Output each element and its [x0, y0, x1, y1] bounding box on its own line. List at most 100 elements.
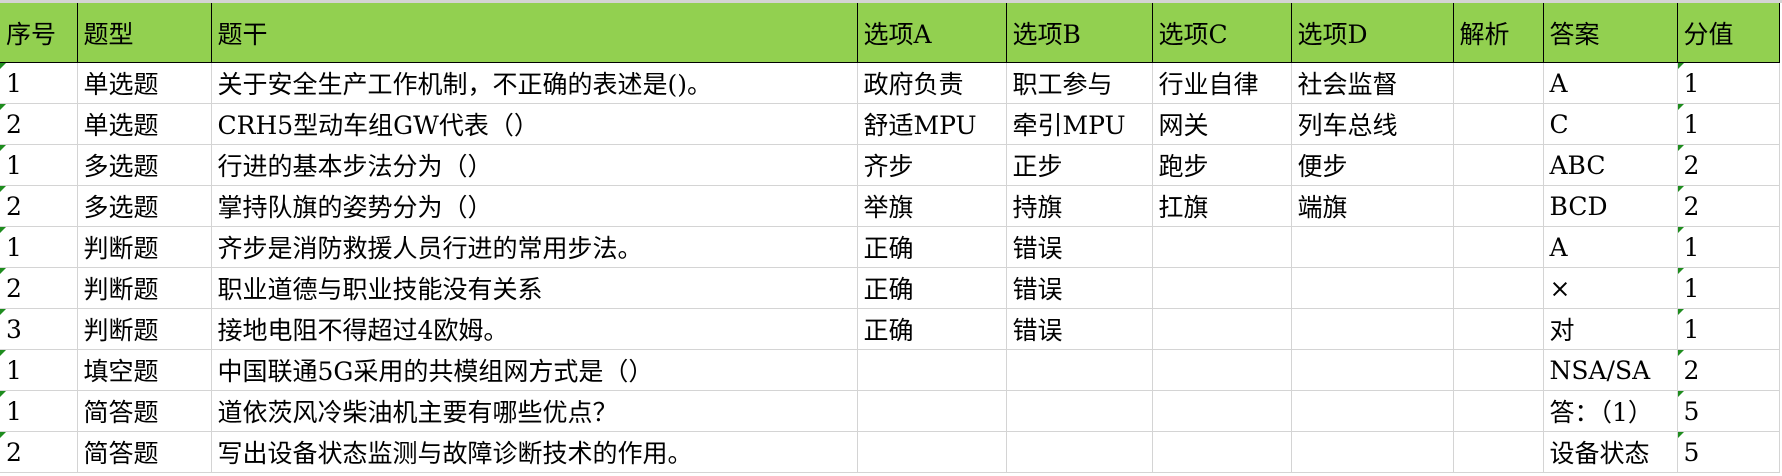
cell-option-a[interactable] [856, 431, 1007, 473]
cell-answer[interactable]: C [1542, 103, 1678, 145]
header-cell-option-b[interactable]: 选项B [1005, 3, 1153, 63]
cell-analysis[interactable] [1452, 62, 1544, 104]
cell-score[interactable]: 1 [1676, 62, 1780, 104]
cell-type[interactable]: 单选题 [76, 103, 212, 145]
cell-option-a[interactable]: 正确 [856, 267, 1007, 309]
header-cell-option-a[interactable]: 选项A [856, 3, 1007, 63]
cell-analysis[interactable] [1452, 267, 1544, 309]
cell-option-b[interactable]: 正步 [1005, 144, 1153, 186]
cell-seq[interactable]: 1 [0, 144, 78, 186]
cell-option-a[interactable]: 正确 [856, 226, 1007, 268]
header-cell-option-d[interactable]: 选项D [1290, 3, 1454, 63]
cell-analysis[interactable] [1452, 226, 1544, 268]
cell-type[interactable]: 判断题 [76, 308, 212, 350]
cell-stem[interactable]: 写出设备状态监测与故障诊断技术的作用。 [210, 431, 858, 473]
cell-seq[interactable]: 1 [0, 226, 78, 268]
cell-answer[interactable]: ABC [1542, 144, 1678, 186]
cell-analysis[interactable] [1452, 349, 1544, 391]
cell-seq[interactable]: 2 [0, 185, 78, 227]
cell-option-d[interactable]: 便步 [1290, 144, 1454, 186]
cell-option-a[interactable]: 齐步 [856, 144, 1007, 186]
cell-score[interactable]: 1 [1676, 103, 1780, 145]
cell-option-c[interactable] [1151, 267, 1292, 309]
cell-stem[interactable]: 掌持队旗的姿势分为（） [210, 185, 858, 227]
cell-option-b[interactable]: 职工参与 [1005, 62, 1153, 104]
cell-option-d[interactable] [1290, 431, 1454, 473]
cell-option-b[interactable]: 牵引MPU [1005, 103, 1153, 145]
cell-option-a[interactable]: 举旗 [856, 185, 1007, 227]
cell-stem[interactable]: 关于安全生产工作机制，不正确的表述是()。 [210, 62, 858, 104]
cell-option-b[interactable] [1005, 390, 1153, 432]
cell-analysis[interactable] [1452, 144, 1544, 186]
cell-stem[interactable]: 接地电阻不得超过4欧姆。 [210, 308, 858, 350]
cell-option-a[interactable] [856, 349, 1007, 391]
cell-option-a[interactable]: 政府负责 [856, 62, 1007, 104]
cell-stem[interactable]: 齐步是消防救援人员行进的常用步法。 [210, 226, 858, 268]
cell-option-c[interactable] [1151, 226, 1292, 268]
cell-stem[interactable]: CRH5型动车组GW代表（） [210, 103, 858, 145]
cell-option-c[interactable] [1151, 390, 1292, 432]
cell-score[interactable]: 1 [1676, 226, 1780, 268]
cell-option-d[interactable]: 社会监督 [1290, 62, 1454, 104]
cell-analysis[interactable] [1452, 103, 1544, 145]
cell-seq[interactable]: 1 [0, 62, 78, 104]
cell-answer[interactable]: NSA/SA [1542, 349, 1678, 391]
header-cell-analysis[interactable]: 解析 [1452, 3, 1544, 63]
cell-stem[interactable]: 中国联通5G采用的共模组网方式是（） [210, 349, 858, 391]
cell-option-d[interactable] [1290, 226, 1454, 268]
cell-option-d[interactable] [1290, 349, 1454, 391]
header-cell-type[interactable]: 题型 [76, 3, 212, 63]
header-cell-answer[interactable]: 答案 [1542, 3, 1678, 63]
cell-option-c[interactable]: 扛旗 [1151, 185, 1292, 227]
cell-option-d[interactable] [1290, 267, 1454, 309]
cell-analysis[interactable] [1452, 431, 1544, 473]
cell-option-a[interactable]: 正确 [856, 308, 1007, 350]
cell-option-d[interactable] [1290, 390, 1454, 432]
cell-score[interactable]: 2 [1676, 349, 1780, 391]
cell-option-a[interactable]: 舒适MPU [856, 103, 1007, 145]
cell-option-c[interactable] [1151, 431, 1292, 473]
cell-answer[interactable]: 答：（1） [1542, 390, 1678, 432]
cell-option-c[interactable] [1151, 308, 1292, 350]
cell-option-b[interactable]: 错误 [1005, 267, 1153, 309]
cell-type[interactable]: 多选题 [76, 185, 212, 227]
cell-analysis[interactable] [1452, 185, 1544, 227]
cell-type[interactable]: 简答题 [76, 390, 212, 432]
header-cell-score[interactable]: 分值 [1676, 3, 1780, 63]
cell-analysis[interactable] [1452, 308, 1544, 350]
cell-option-b[interactable] [1005, 431, 1153, 473]
cell-option-d[interactable]: 列车总线 [1290, 103, 1454, 145]
cell-seq[interactable]: 2 [0, 267, 78, 309]
cell-score[interactable]: 5 [1676, 390, 1780, 432]
cell-option-d[interactable]: 端旗 [1290, 185, 1454, 227]
cell-type[interactable]: 判断题 [76, 226, 212, 268]
cell-answer[interactable]: 对 [1542, 308, 1678, 350]
cell-option-a[interactable] [856, 390, 1007, 432]
cell-answer[interactable]: × [1542, 267, 1678, 309]
cell-option-c[interactable]: 网关 [1151, 103, 1292, 145]
cell-option-c[interactable]: 跑步 [1151, 144, 1292, 186]
cell-option-b[interactable]: 错误 [1005, 226, 1153, 268]
cell-score[interactable]: 2 [1676, 144, 1780, 186]
cell-option-c[interactable] [1151, 349, 1292, 391]
header-cell-stem[interactable]: 题干 [210, 3, 858, 63]
cell-analysis[interactable] [1452, 390, 1544, 432]
cell-seq[interactable]: 3 [0, 308, 78, 350]
cell-answer[interactable]: A [1542, 226, 1678, 268]
cell-option-d[interactable] [1290, 308, 1454, 350]
cell-type[interactable]: 简答题 [76, 431, 212, 473]
cell-score[interactable]: 5 [1676, 431, 1780, 473]
cell-type[interactable]: 填空题 [76, 349, 212, 391]
cell-score[interactable]: 1 [1676, 267, 1780, 309]
cell-answer[interactable]: A [1542, 62, 1678, 104]
cell-seq[interactable]: 2 [0, 103, 78, 145]
cell-score[interactable]: 1 [1676, 308, 1780, 350]
cell-seq[interactable]: 1 [0, 390, 78, 432]
cell-stem[interactable]: 行进的基本步法分为（） [210, 144, 858, 186]
cell-type[interactable]: 判断题 [76, 267, 212, 309]
header-cell-seq[interactable]: 序号 [0, 3, 78, 63]
cell-type[interactable]: 多选题 [76, 144, 212, 186]
cell-answer[interactable]: BCD [1542, 185, 1678, 227]
cell-option-b[interactable]: 持旗 [1005, 185, 1153, 227]
cell-type[interactable]: 单选题 [76, 62, 212, 104]
